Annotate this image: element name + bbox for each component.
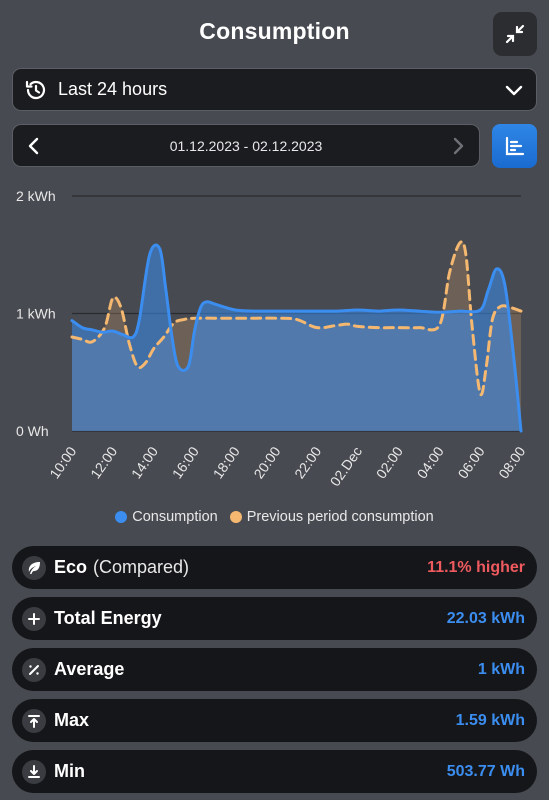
stat-name: Eco — [54, 557, 88, 577]
stat-row-max: Max 1.59 kWh — [12, 699, 537, 742]
stat-name: Min — [54, 761, 85, 781]
stat-name: Total Energy — [54, 608, 162, 628]
x-tick-label: 18:00 — [210, 443, 243, 481]
previous-line — [70, 240, 523, 397]
history-icon — [25, 80, 46, 99]
stat-sub: (Compared) — [93, 557, 190, 577]
stat-row-eco: Eco (Compared) 11.1% higher — [12, 546, 537, 589]
x-tick-label: 06:00 — [454, 443, 487, 481]
x-tick-label: 08:00 — [495, 443, 528, 481]
chart-legend: Consumption Previous period consumption — [0, 509, 549, 527]
stat-value: 503.77 Wh — [446, 762, 525, 780]
time-range-select[interactable]: Last 24 hours — [12, 68, 537, 111]
x-tick-label: 02:00 — [373, 443, 406, 481]
legend-consumption-dot — [115, 511, 128, 523]
chart-type-button[interactable] — [492, 124, 537, 168]
next-period-button[interactable] — [449, 137, 467, 155]
previous-period-button[interactable] — [25, 137, 43, 155]
percent-icon — [22, 657, 46, 682]
x-tick-label: 04:00 — [414, 443, 447, 481]
legend-previous-dot — [229, 511, 242, 523]
stat-value: 22.03 kWh — [446, 609, 525, 627]
stat-value: 1.59 kWh — [455, 711, 525, 729]
y-tick-label: 1 kWh — [16, 306, 56, 322]
date-navigator: 01.12.2023 - 02.12.2023 — [12, 124, 480, 167]
plus-icon — [22, 606, 46, 631]
x-tick-label: 12:00 — [87, 443, 120, 481]
stat-name: Max — [54, 710, 90, 730]
stat-row-min: Min 503.77 Wh — [12, 750, 537, 793]
stat-value: 1 kWh — [477, 660, 525, 678]
stat-row-average: Average 1 kWh — [12, 648, 537, 691]
y-tick-label: 0 Wh — [16, 423, 49, 439]
x-tick-label: 22:00 — [291, 443, 324, 481]
x-tick-label: 14:00 — [128, 443, 161, 481]
legend-previous[interactable]: Previous period consumption — [229, 509, 434, 525]
x-tick-label: 20:00 — [250, 443, 283, 481]
x-tick-label: 10:00 — [46, 443, 79, 481]
collapse-icon — [505, 24, 525, 44]
arrow-up-bar-icon — [22, 708, 46, 733]
chevron-down-icon — [505, 85, 523, 96]
date-range-label: 01.12.2023 - 02.12.2023 — [169, 138, 323, 154]
consumption-line — [70, 243, 523, 433]
stat-row-total-energy: Total Energy 22.03 kWh — [12, 597, 537, 640]
collapse-button[interactable] — [493, 12, 537, 56]
stat-name: Average — [54, 659, 125, 679]
chart-icon — [505, 136, 524, 156]
time-range-label: Last 24 hours — [58, 79, 168, 99]
stat-value: 11.1% higher — [427, 558, 525, 576]
legend-consumption[interactable]: Consumption — [115, 509, 218, 525]
legend-previous-label: Previous period consumption — [246, 509, 434, 525]
arrow-down-bar-icon — [22, 759, 46, 784]
leaf-icon — [22, 555, 46, 580]
x-tick-label: 16:00 — [169, 443, 202, 481]
legend-consumption-label: Consumption — [132, 509, 218, 525]
consumption-area — [72, 245, 521, 431]
y-tick-label: 2 kWh — [16, 188, 56, 204]
page-title: Consumption — [199, 18, 350, 44]
x-tick-label: 02.Dec — [327, 444, 366, 490]
